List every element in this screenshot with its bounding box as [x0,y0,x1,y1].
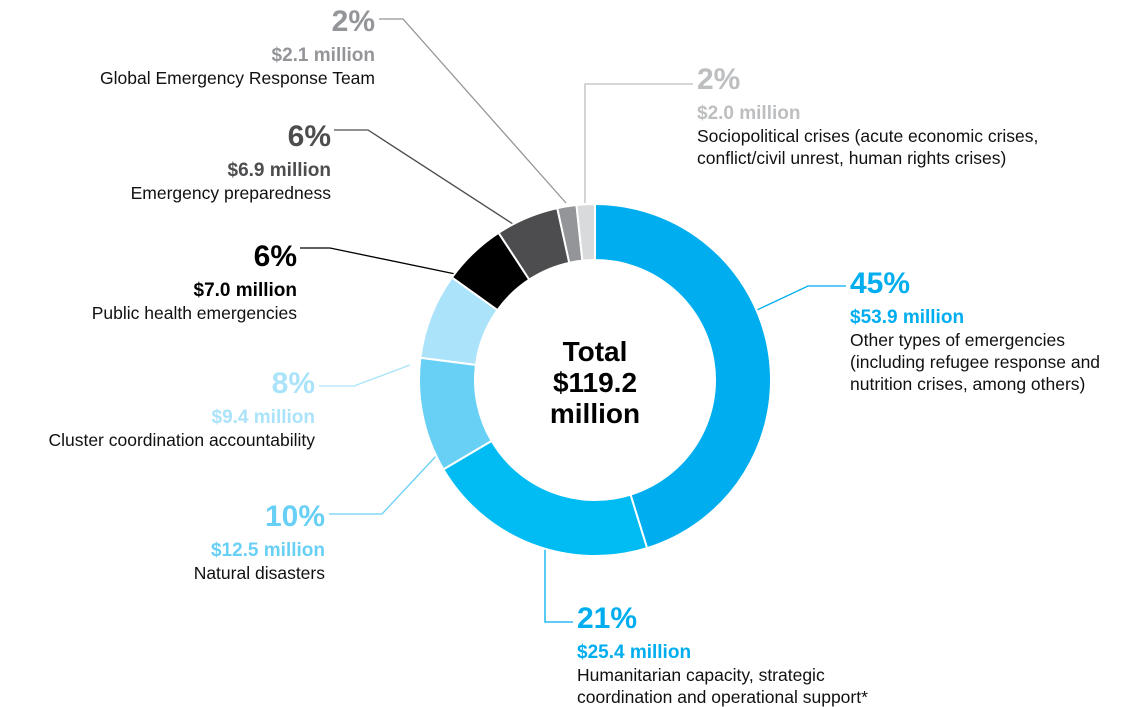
slice-description-2-0: Natural disasters [194,563,326,583]
slice-percent-4: 6% [254,240,297,273]
slice-amount-2: $12.5 million [211,540,325,561]
slice-amount-1: $25.4 million [577,642,691,663]
donut-slices [418,202,772,557]
slice-description-7-0: Sociopolitical crises (acute economic cr… [697,126,1038,146]
slice-amount-7: $2.0 million [697,103,800,124]
leader-line-5 [334,129,517,227]
slice-description-1-0: Humanitarian capacity, strategic [577,665,825,685]
slice-amount-5: $6.9 million [228,160,331,181]
leader-line-2 [329,454,438,515]
slice-description-6-0: Global Emergency Response Team [100,68,375,88]
slice-description-4-0: Public health emergencies [92,303,298,323]
leader-lines [300,18,846,623]
slice-description-1-1: coordination and operational support* [577,687,868,707]
slice-percent-3: 8% [272,367,315,400]
slice-percent-6: 2% [332,5,375,38]
leader-line-6 [379,18,567,204]
slice-description-7-1: conflict/civil unrest, human rights cris… [697,148,1006,168]
center-label-line-3: million [550,398,640,429]
slice-0 [594,202,772,550]
center-label-line-1: Total [563,336,628,367]
slice-percent-0: 45% [850,267,910,300]
slice-description-0-1: (including refugee response and [850,352,1100,372]
leader-line-7 [584,83,693,203]
slice-7 [575,202,596,262]
slice-description-3-0: Cluster coordination accountability [48,430,315,450]
slice-amount-6: $2.1 million [272,45,375,66]
slice-1 [441,439,649,557]
leader-line-0 [756,285,846,311]
slice-description-5-0: Emergency preparedness [131,183,332,203]
center-label-line-2: $119.2 [553,367,637,398]
slice-amount-4: $7.0 million [194,280,297,301]
slice-amount-0: $53.9 million [850,307,964,328]
slice-percent-5: 6% [288,120,331,153]
slice-amount-3: $9.4 million [212,407,315,428]
leader-line-4 [300,247,466,277]
slice-description-0-0: Other types of emergencies [850,330,1065,350]
leader-line-1 [544,548,573,623]
slice-percent-1: 21% [577,602,637,635]
slice-percent-7: 2% [697,63,740,96]
slice-percent-2: 10% [265,500,325,533]
slice-description-0-2: nutrition crises, among others) [850,374,1085,394]
leader-line-3 [319,364,411,387]
